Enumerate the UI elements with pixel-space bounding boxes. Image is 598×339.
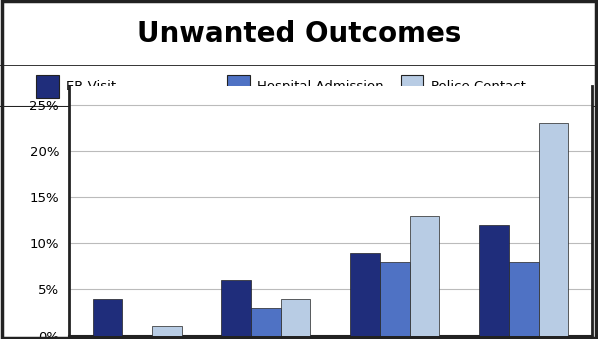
Bar [281, 299, 310, 336]
Bar [93, 299, 122, 336]
Bar [479, 225, 509, 336]
Text: Police Contact: Police Contact [431, 80, 526, 93]
Bar [509, 262, 539, 336]
Text: Hospital Admission: Hospital Admission [257, 80, 384, 93]
Text: ER Visit: ER Visit [66, 80, 116, 93]
Bar [380, 262, 410, 336]
Bar [221, 280, 251, 336]
Bar [539, 123, 568, 336]
Bar [401, 75, 423, 98]
Bar [227, 75, 250, 98]
Bar [410, 216, 440, 336]
Bar [152, 326, 182, 336]
Bar [251, 308, 281, 336]
Bar [36, 75, 59, 98]
Text: Unwanted Outcomes: Unwanted Outcomes [137, 20, 461, 48]
Bar [350, 253, 380, 336]
